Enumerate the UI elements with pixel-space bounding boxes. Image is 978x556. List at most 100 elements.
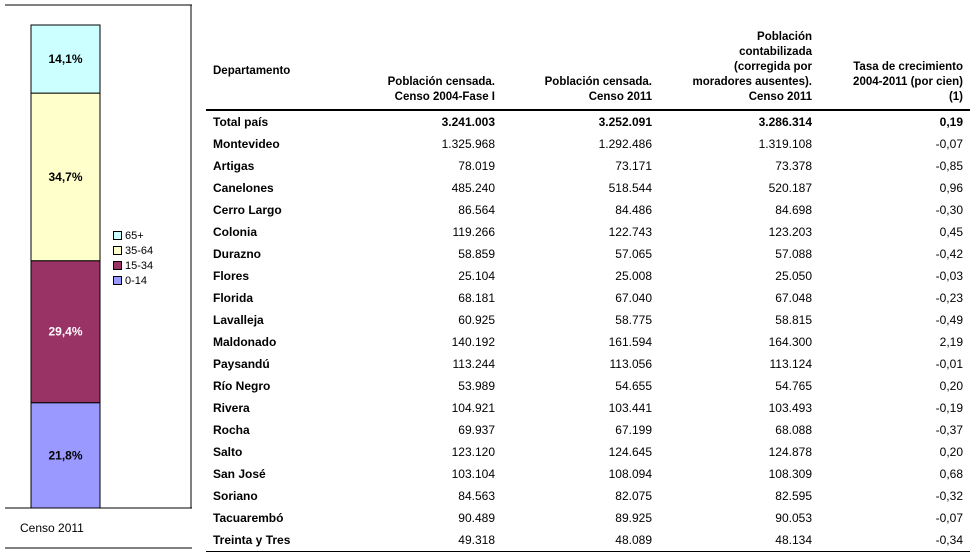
cell-censo-2004: 58.859 [458,247,495,261]
cell-censo-2011: 84.486 [615,203,652,217]
cell-censo-2011: 122.743 [608,225,652,239]
table-header-row: Departamento Población censada. Censo 200… [206,20,970,110]
legend-swatch [113,246,122,255]
cell-departamento: Florida [213,291,254,305]
data-table: Departamento Población censada. Censo 200… [206,20,970,552]
cell-tasa: -0,07 [935,137,963,151]
header-line: moradores ausentes). [692,76,812,88]
cell-censo-2004: 60.925 [458,313,495,327]
cell-contabilizada: 520.187 [768,181,812,195]
header-line: Población censada. [544,76,652,88]
cell-censo-2004: 49.318 [458,533,495,547]
cell-tasa: 0,68 [939,467,963,481]
table-row: Colonia 119.266 122.743 123.203 0,45 [206,221,970,243]
cell-contabilizada: 48.134 [775,533,812,547]
cell-tasa: -0,19 [935,401,963,415]
cell-tasa: 0,20 [939,379,963,393]
cell-departamento: Rocha [213,423,250,437]
cell-censo-2004: 113.244 [452,357,496,371]
cell-contabilizada: 68.088 [775,423,812,437]
legend-item-15-34: 15-34 [113,258,153,273]
header-censo-2011: Población censada. Censo 2011 [502,20,659,110]
cell-censo-2004: 1.325.968 [441,137,495,151]
table-row: Flores 25.104 25.008 25.050 -0,03 [206,265,970,287]
table-row: Tacuarembó 90.489 89.925 90.053 -0,07 [206,507,970,529]
legend-label: 65+ [125,229,144,242]
cell-tasa: -0,23 [935,291,963,305]
table-row: Paysandú 113.244 113.056 113.124 -0,01 [206,353,970,375]
cell-censo-2011: 57.065 [615,247,652,261]
cell-censo-2004: 86.564 [458,203,495,217]
cell-contabilizada: 84.698 [775,203,812,217]
table-row: Florida 68.181 67.040 67.048 -0,23 [206,287,970,309]
cell-departamento: Total país [213,115,269,129]
table-row: Soriano 84.563 82.075 82.595 -0,32 [206,485,970,507]
cell-censo-2004: 84.563 [458,489,495,503]
cell-departamento: Colonia [213,225,257,239]
stacked-bar-chart: 21,8% 29,4% 34,7% 14,1% 65+ 35-64 15-34 0-14 C… [0,0,192,556]
table-row: San José 103.104 108.094 108.309 0,68 [206,463,970,485]
legend-label: 0-14 [125,274,148,287]
cell-censo-2011: 518.544 [608,181,652,195]
cell-censo-2011: 113.056 [609,357,653,371]
cell-departamento: Maldonado [213,335,277,349]
table-row: Cerro Largo 86.564 84.486 84.698 -0,30 [206,199,970,221]
cell-tasa: -0,30 [935,203,963,217]
legend-item-65+: 65+ [113,228,153,243]
cell-contabilizada: 58.815 [775,313,812,327]
cell-departamento: Tacuarembó [213,511,284,525]
legend-swatch [113,231,122,240]
bar-segment-15-34 [30,260,101,404]
cell-contabilizada: 124.878 [768,445,812,459]
header-line: (1) [948,91,963,103]
header-line: Censo 2011 [588,91,652,103]
table-row: Lavalleja 60.925 58.775 58.815 -0,49 [206,309,970,331]
table-row: Treinta y Tres 49.318 48.089 48.134 -0,34 [206,529,970,552]
cell-departamento: Río Negro [213,379,271,393]
cell-censo-2004: 90.489 [458,511,495,525]
legend-item-0-14: 0-14 [113,273,153,288]
cell-censo-2004: 3.241.003 [441,115,495,129]
cell-contabilizada: 108.309 [768,467,812,481]
header-censo-2004: Población censada. Censo 2004-Fase I [336,20,502,110]
cell-censo-2011: 82.075 [615,489,652,503]
cell-tasa: 2,19 [939,335,963,349]
cell-contabilizada: 25.050 [775,269,812,283]
cell-censo-2004: 78.019 [458,159,495,173]
cell-contabilizada: 57.088 [775,247,812,261]
cell-tasa: 0,45 [939,225,963,239]
cell-censo-2011: 89.925 [615,511,652,525]
cell-censo-2004: 485.240 [451,181,495,195]
cell-departamento: San José [213,467,266,481]
cell-contabilizada: 113.124 [769,357,813,371]
cell-contabilizada: 103.493 [768,401,812,415]
cell-censo-2004: 119.266 [452,225,496,239]
cell-censo-2011: 1.292.486 [598,137,652,151]
cell-tasa: 0,20 [939,445,963,459]
cell-departamento: Canelones [213,181,274,195]
cell-tasa: -0,01 [935,357,963,371]
x-category-label: Censo 2011 [20,521,84,535]
header-line: contabilizada [739,46,812,58]
header-line: Censo 2004-Fase I [394,91,495,103]
cell-contabilizada: 90.053 [775,511,812,525]
cell-censo-2011: 48.089 [615,533,652,547]
cell-departamento: Montevideo [213,137,280,151]
header-departamento: Departamento [213,65,291,77]
header-tasa-crecimiento: Tasa de crecimiento 2004-2011 (por cien) (… [819,20,970,110]
cell-censo-2011: 58.775 [615,313,652,327]
table-row: Maldonado 140.192 161.594 164.300 2,19 [206,331,970,353]
cell-censo-2011: 3.252.091 [598,115,652,129]
bar-segment-35-64 [30,92,101,262]
cell-contabilizada: 82.595 [775,489,812,503]
cell-tasa: 0,19 [939,115,963,129]
cell-censo-2004: 53.989 [458,379,495,393]
cell-censo-2011: 67.040 [615,291,652,305]
cell-contabilizada: 73.378 [775,159,812,173]
table-row: Río Negro 53.989 54.655 54.765 0,20 [206,375,970,397]
cell-censo-2011: 124.645 [608,445,652,459]
table-row: Montevideo 1.325.968 1.292.486 1.319.108 -0,… [206,133,970,155]
legend-item-35-64: 35-64 [113,243,153,258]
header-line: Población [757,31,812,43]
cell-censo-2011: 161.594 [608,335,652,349]
